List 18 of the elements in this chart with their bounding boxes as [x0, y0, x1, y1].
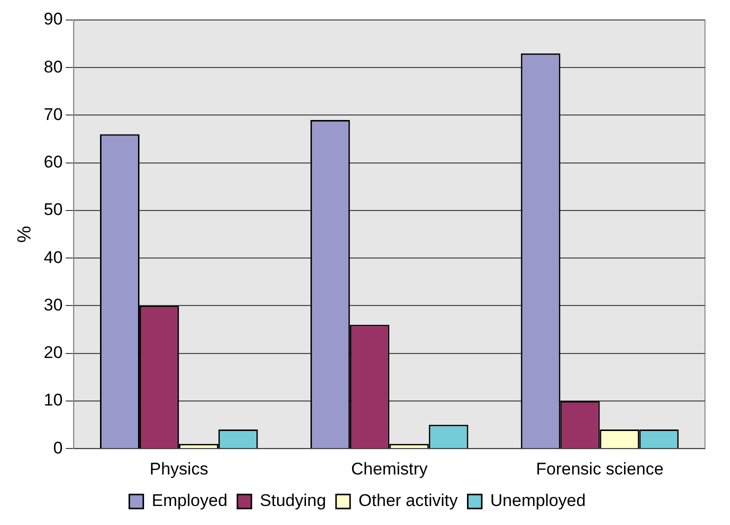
y-tick-label: 70 [44, 104, 63, 124]
y-tick-label: 80 [44, 57, 63, 76]
y-tick-label: 10 [44, 390, 63, 410]
legend-label: Other activity [358, 491, 458, 510]
x-tick-label: Chemistry [351, 459, 428, 478]
legend-label: Studying [260, 491, 326, 510]
legend-label: Employed [152, 491, 228, 510]
x-tick-label: Forensic science [536, 459, 664, 478]
y-tick-label: 40 [44, 248, 63, 267]
y-tick-label: 90 [44, 10, 63, 29]
y-tick-label: 30 [44, 295, 63, 314]
y-tick-label: 50 [44, 200, 63, 220]
legend-label: Unemployed [490, 491, 586, 510]
y-tick-label: 20 [44, 343, 63, 362]
y-tick-label: 60 [44, 152, 63, 172]
y-axis-title: % [14, 226, 36, 243]
x-tick-label: Physics [150, 459, 208, 478]
y-tick-label: 0 [53, 438, 63, 458]
